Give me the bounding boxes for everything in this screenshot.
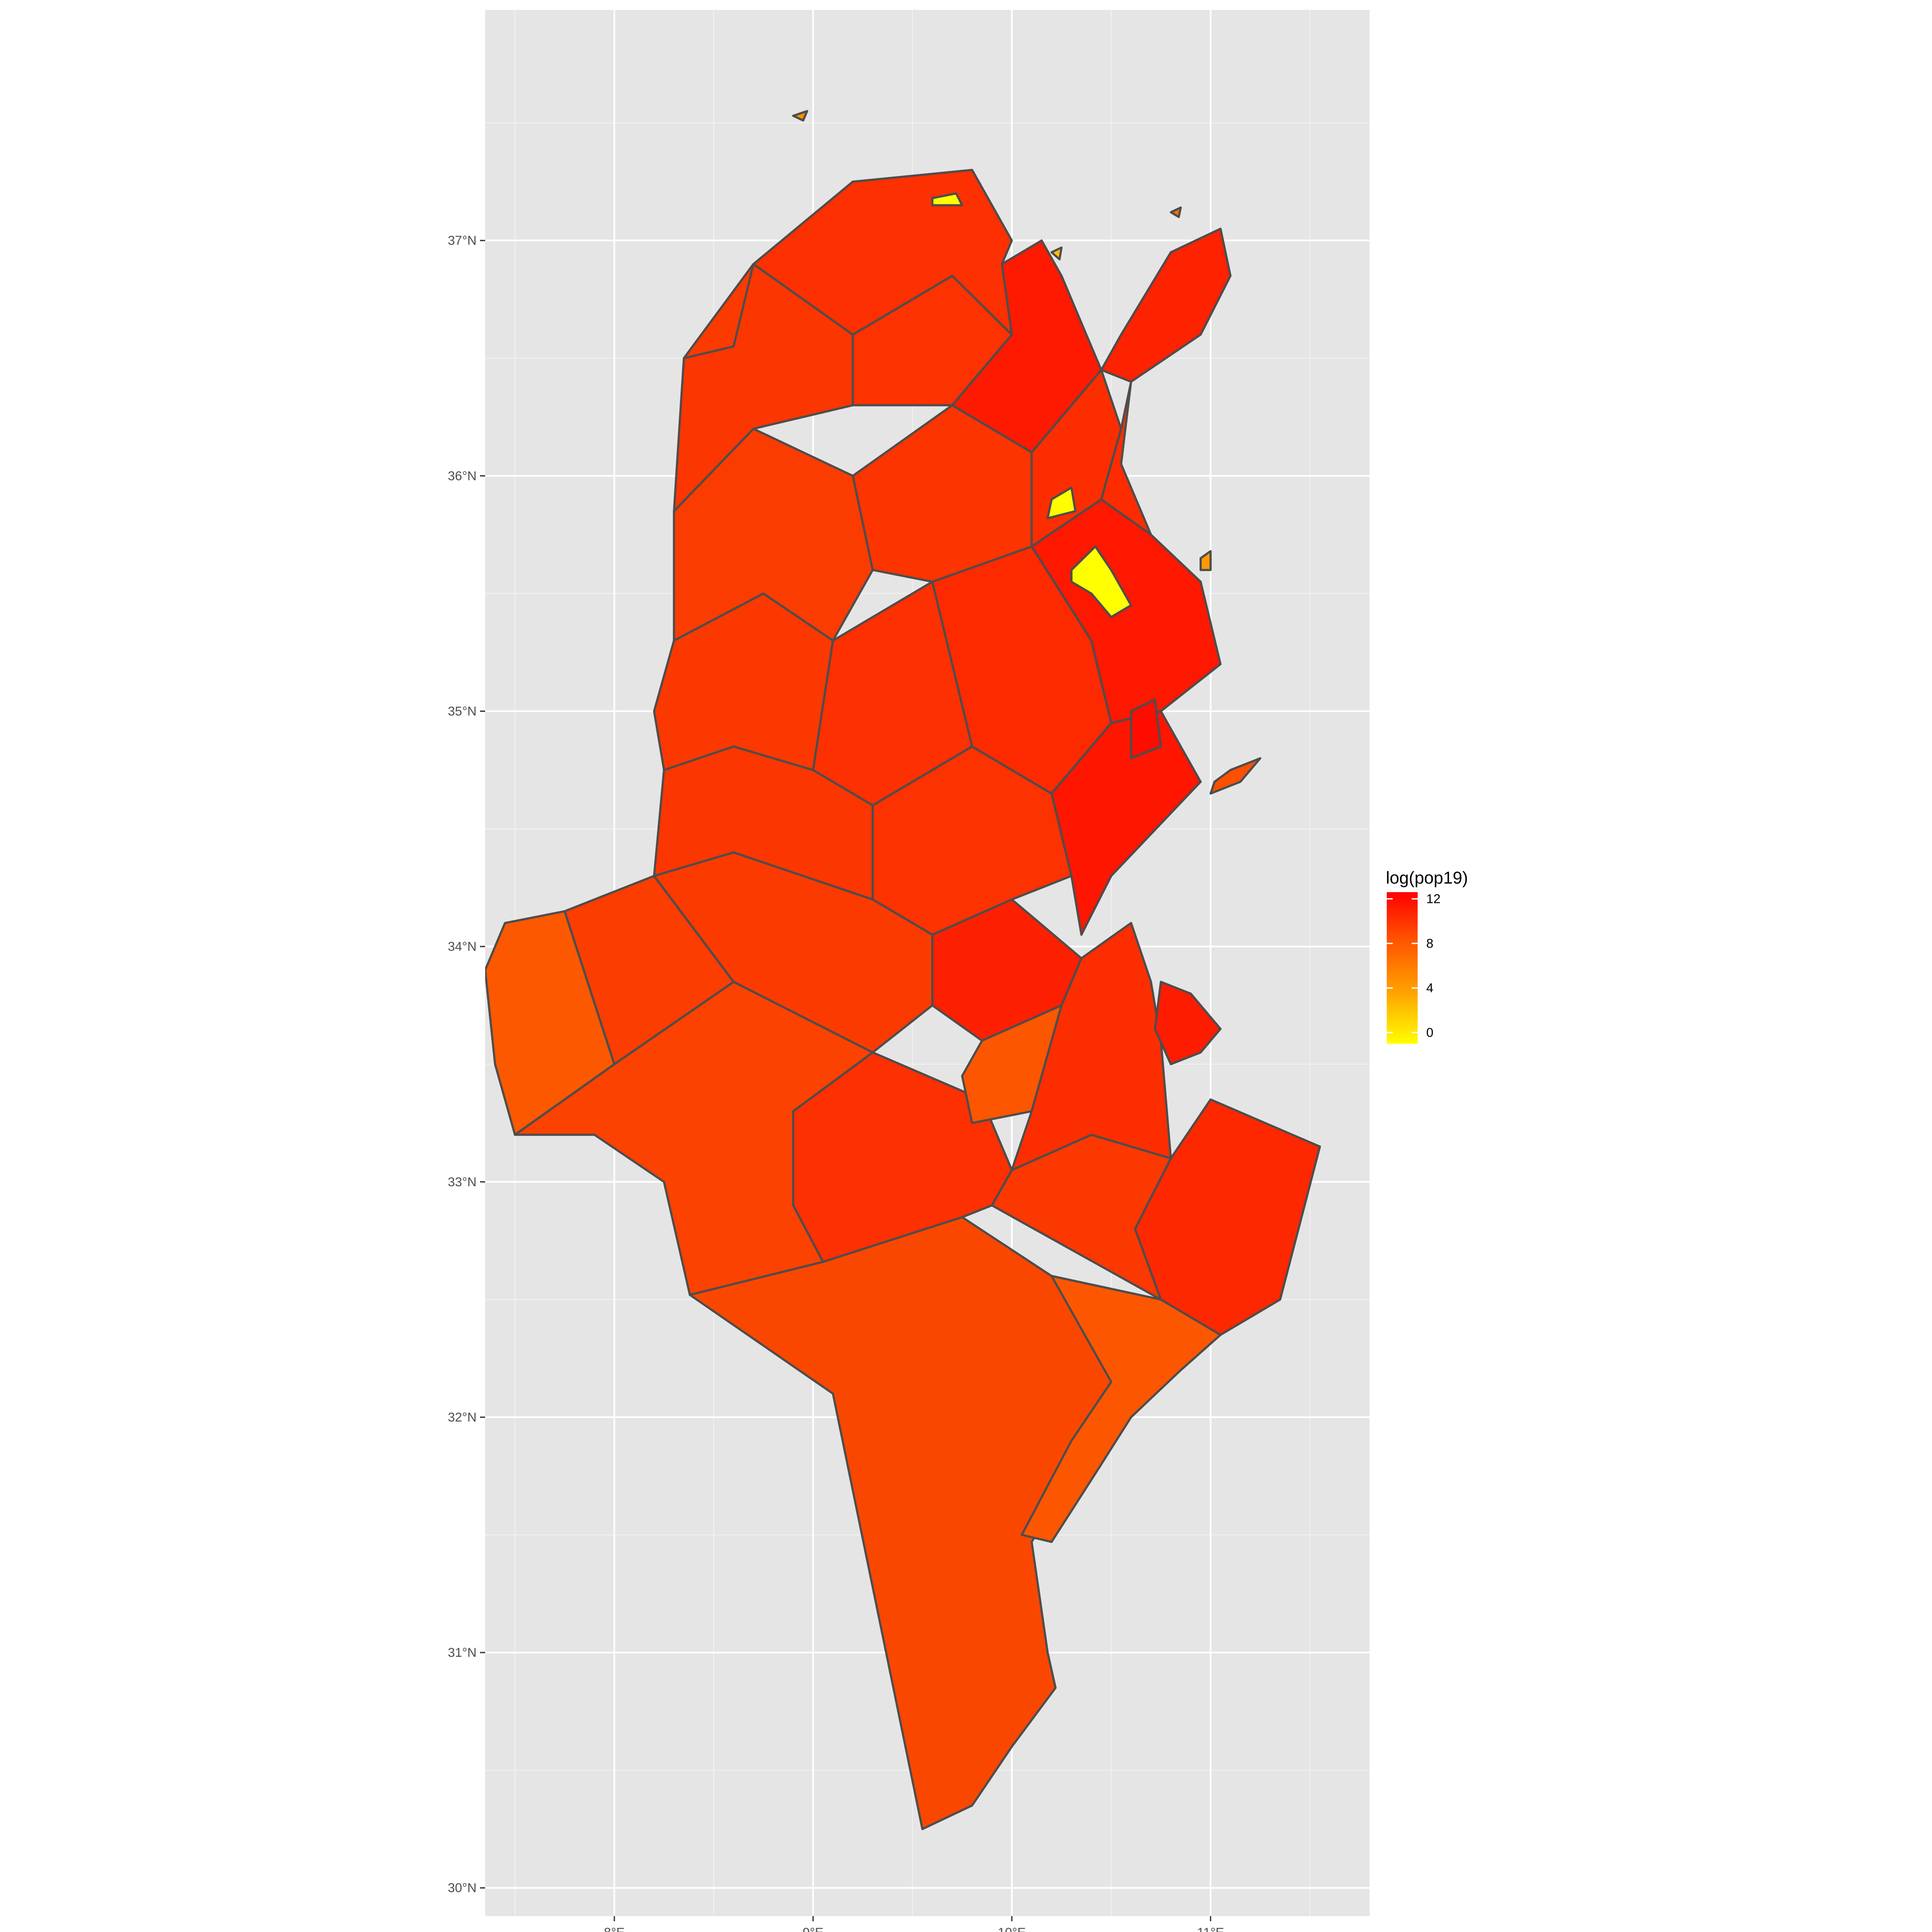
y-tick-label: 33°N <box>448 1175 477 1189</box>
x-tick-label: 9°E <box>802 1926 823 1932</box>
region-sahel-northeast <box>1100 380 1152 536</box>
region-tunis-small-island <box>1050 246 1063 261</box>
x-tick-label: 10°E <box>998 1926 1026 1932</box>
x-tick-label: 8°E <box>604 1926 625 1932</box>
region-cap-bon <box>1100 228 1232 383</box>
region-galite-islet <box>792 110 808 122</box>
legend-label: 8 <box>1426 936 1434 951</box>
region-sebkhet-kelbia <box>1070 545 1132 618</box>
legend-title: log(pop19) <box>1386 869 1468 887</box>
legend: log(pop19) 12 8 4 0 <box>1386 869 1468 1044</box>
y-tick-label: 30°N <box>448 1881 477 1895</box>
y-tick-label: 35°N <box>448 704 477 718</box>
region-kairouan-west <box>812 580 973 807</box>
x-tick-label: 11°E <box>1197 1926 1224 1932</box>
y-tick-label: 37°N <box>448 234 477 248</box>
legend-label: 12 <box>1426 892 1440 906</box>
y-tick-label: 36°N <box>448 469 477 483</box>
legend-colorbar <box>1387 892 1418 1044</box>
legend-label: 4 <box>1426 981 1434 995</box>
y-tick-label: 34°N <box>448 940 477 954</box>
region-gabes-coast <box>1011 922 1172 1171</box>
region-zembra-islet <box>1170 206 1182 218</box>
region-enfidha-zone <box>1046 486 1077 519</box>
region-kerkennah <box>1209 757 1261 795</box>
region-northwest-coast <box>683 263 755 359</box>
legend-label: 0 <box>1426 1026 1434 1040</box>
axes: 8°E 9°E 10°E 11°E 30°N 31°N 32°N 33°N 34°N 35°N 36… <box>448 234 1224 1932</box>
regions <box>485 110 1321 1830</box>
region-djerba <box>1154 981 1222 1066</box>
y-tick-label: 31°N <box>448 1646 477 1660</box>
region-el-jem-enclave <box>1130 698 1162 759</box>
region-matmata <box>961 1004 1063 1124</box>
y-tick-label: 32°N <box>448 1410 477 1425</box>
region-monastir-small-zone <box>1200 550 1212 571</box>
region-bizerte-lake-zone <box>931 192 963 207</box>
region-bizerte <box>752 169 1013 336</box>
